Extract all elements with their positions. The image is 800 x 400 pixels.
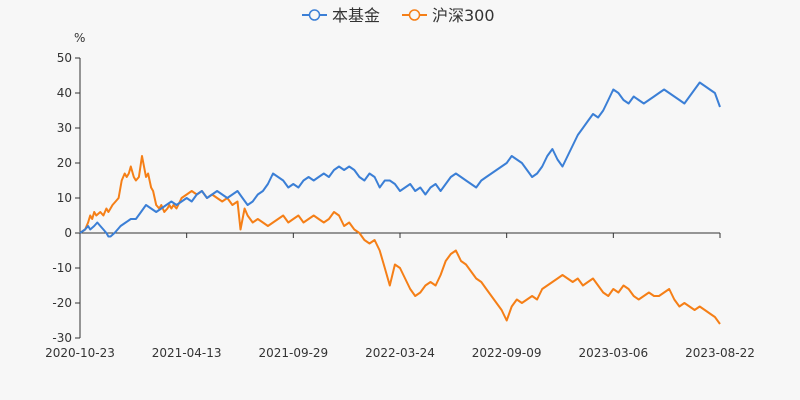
legend-circle-icon — [308, 9, 321, 21]
y-tick-label: 40 — [57, 86, 72, 100]
legend-item[interactable]: 本基金 — [302, 6, 380, 25]
y-tick-label: 0 — [64, 226, 72, 240]
series-layer — [79, 81, 721, 325]
series-line — [79, 81, 721, 238]
y-tick-label: 30 — [57, 121, 72, 135]
x-tick-label: 2020-10-23 — [45, 346, 115, 360]
x-tick-label: 2023-08-22 — [685, 346, 755, 360]
y-tick-label: -20 — [52, 296, 72, 310]
y-tick-label: -30 — [52, 331, 72, 345]
y-tick-label: 50 — [57, 51, 72, 65]
legend-item[interactable]: 沪深300 — [402, 6, 495, 25]
series-line — [79, 155, 721, 325]
x-tick-label: 2023-03-06 — [578, 346, 648, 360]
legend-circle-icon — [408, 9, 421, 21]
y-tick-label: 10 — [57, 191, 72, 205]
y-tick-label: 20 — [57, 156, 72, 170]
y-axis: 50 40 30 20 10 0 -10 -20 -30 — [52, 51, 81, 345]
legend-label: 沪深300 — [432, 6, 495, 25]
x-tick-label: 2022-09-09 — [472, 346, 542, 360]
x-axis: 2020-10-23 2021-04-13 2021-09-29 2022-03-24… — [45, 232, 755, 360]
x-tick-label: 2021-04-13 — [152, 346, 222, 360]
legend[interactable]: 本基金 沪深300 — [302, 6, 495, 25]
x-tick-label: 2021-09-29 — [258, 346, 328, 360]
x-tick-label: 2022-03-24 — [365, 346, 435, 360]
y-unit-label: % — [74, 31, 85, 45]
legend-label: 本基金 — [332, 6, 380, 25]
y-tick-label: -10 — [52, 261, 72, 275]
